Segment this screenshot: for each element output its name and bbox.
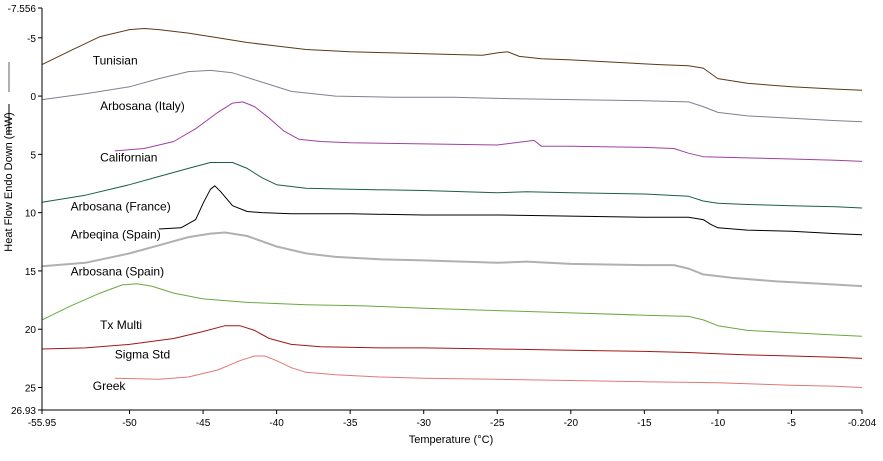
x-tick-label: -35 [343, 418, 358, 429]
x-tick-label: -45 [196, 418, 211, 429]
y-tick-label: 25 [25, 384, 37, 395]
plot-area: Tunisian Arbosana (Italy) Californian Arbos… [41, 28, 863, 393]
series-label: Arbosana (France) [71, 199, 171, 213]
series-label: Sigma Std [115, 347, 170, 361]
y-tick-label: 5 [30, 150, 36, 161]
y-tick-label: -7.556 [8, 4, 37, 15]
series-line [114, 355, 863, 388]
y-tick-label: 20 [25, 325, 37, 336]
x-tick-label: -5 [787, 418, 796, 429]
y-axis-title: Heat Flow Endo Down (mW) [3, 112, 15, 251]
series-line [41, 69, 863, 123]
y-tick-label: 15 [25, 267, 37, 278]
series-line [41, 325, 863, 359]
series-label: Greek [93, 379, 127, 393]
series-label: Tunisian [93, 54, 138, 68]
y-tick-label: -5 [27, 34, 36, 45]
series-line [41, 28, 863, 91]
x-tick-label: -25 [490, 418, 505, 429]
series-label: Arbosana (Italy) [100, 99, 185, 113]
series-label: Arbosana (Spain) [71, 265, 164, 279]
series-line [158, 185, 863, 236]
series-line [41, 283, 863, 337]
series-label: Arbeqina (Spain) [71, 227, 161, 241]
series-line [41, 231, 863, 288]
x-tick-label: -30 [416, 418, 431, 429]
series-line [114, 101, 863, 162]
x-tick-label: -15 [637, 418, 652, 429]
y-tick-label: 10 [25, 209, 37, 220]
y-tick-label: 26.93 [11, 406, 36, 417]
x-tick-label: -50 [122, 418, 137, 429]
x-tick-label: -40 [269, 418, 284, 429]
series-label: Californian [100, 150, 157, 164]
y-tick-label: 0 [30, 92, 36, 103]
x-axis-title: Temperature (°C) [409, 434, 493, 446]
axes: -55.95 -50 -45 -40 -35 -30 -25 -20 -15 -10 -5 -0.20… [8, 4, 877, 429]
x-tick-label: -55.95 [28, 418, 57, 429]
series-line [41, 162, 863, 209]
x-tick-label: -10 [711, 418, 726, 429]
x-tick-label: -0.204 [848, 418, 877, 429]
series-label: Tx Multi [100, 318, 142, 332]
x-tick-label: -20 [564, 418, 579, 429]
